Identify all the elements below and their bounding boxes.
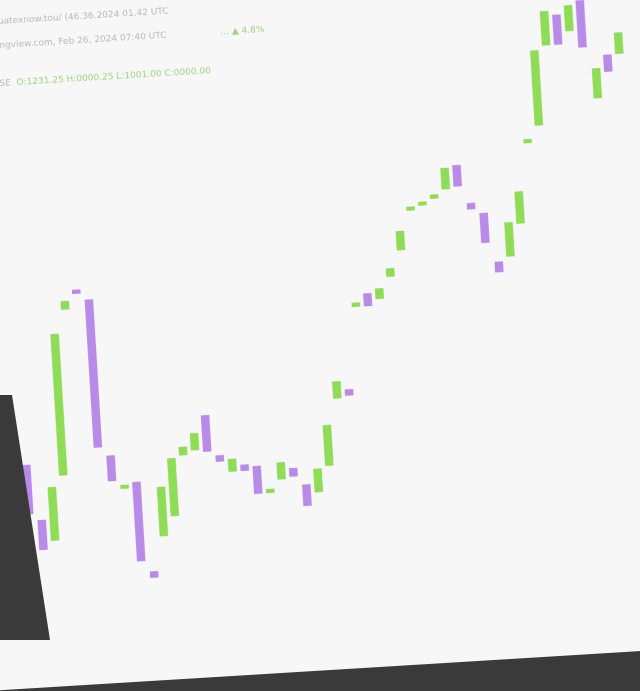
candle-down-50[interactable] — [603, 54, 613, 72]
candle-down-16[interactable] — [215, 454, 225, 462]
candle-up-42[interactable] — [514, 191, 525, 224]
candle-up-32[interactable] — [395, 230, 406, 251]
candle-up-2[interactable] — [47, 486, 60, 541]
candle-down-15[interactable] — [200, 414, 212, 452]
candle-up-3[interactable] — [50, 333, 68, 476]
candle-up-30[interactable] — [374, 287, 385, 300]
candle-down-37[interactable] — [452, 164, 462, 187]
candle-down-27[interactable] — [344, 388, 354, 396]
candle-down-38[interactable] — [466, 202, 476, 210]
candle-up-36[interactable] — [440, 167, 451, 190]
candle-down-10[interactable] — [149, 570, 159, 578]
candle-down-22[interactable] — [288, 467, 298, 477]
candle-down-6[interactable] — [84, 299, 103, 448]
candle-up-41[interactable] — [504, 221, 515, 257]
candle-up-8[interactable] — [120, 484, 129, 489]
candle-down-7[interactable] — [106, 455, 117, 482]
candle-down-29[interactable] — [363, 292, 373, 307]
candle-down-23[interactable] — [302, 484, 312, 507]
candle-up-25[interactable] — [322, 424, 334, 467]
candle-up-44[interactable] — [530, 50, 544, 126]
candle-up-45[interactable] — [539, 10, 551, 46]
candle-up-12[interactable] — [167, 457, 180, 517]
candle-up-51[interactable] — [613, 32, 624, 55]
candle-up-24[interactable] — [313, 468, 324, 493]
candle-down-1[interactable] — [37, 519, 48, 551]
candle-down-48[interactable] — [575, 0, 587, 48]
candle-down-9[interactable] — [132, 481, 146, 562]
candle-up-17[interactable] — [227, 458, 237, 472]
candle-up-43[interactable] — [523, 138, 533, 144]
candle-up-49[interactable] — [591, 67, 603, 99]
candle-up-13[interactable] — [178, 446, 188, 456]
candle-up-11[interactable] — [156, 486, 169, 537]
candle-up-33[interactable] — [406, 206, 415, 211]
candle-up-20[interactable] — [265, 488, 275, 494]
candle-down-46[interactable] — [552, 14, 563, 45]
candle-up-35[interactable] — [429, 194, 439, 199]
candle-down-18[interactable] — [240, 464, 250, 472]
candle-up-4[interactable] — [60, 300, 70, 310]
candle-down-0[interactable] — [22, 464, 34, 515]
candle-down-40[interactable] — [494, 261, 504, 273]
candle-up-14[interactable] — [189, 432, 200, 451]
candle-up-28[interactable] — [351, 302, 361, 308]
candle-down-19[interactable] — [252, 465, 263, 495]
candle-up-26[interactable] — [332, 381, 342, 399]
candle-up-34[interactable] — [418, 201, 427, 206]
candle-up-47[interactable] — [563, 5, 574, 32]
candle-up-21[interactable] — [276, 461, 286, 480]
candle-down-39[interactable] — [479, 212, 490, 244]
candle-down-5[interactable] — [71, 289, 81, 295]
candle-up-31[interactable] — [385, 267, 395, 278]
